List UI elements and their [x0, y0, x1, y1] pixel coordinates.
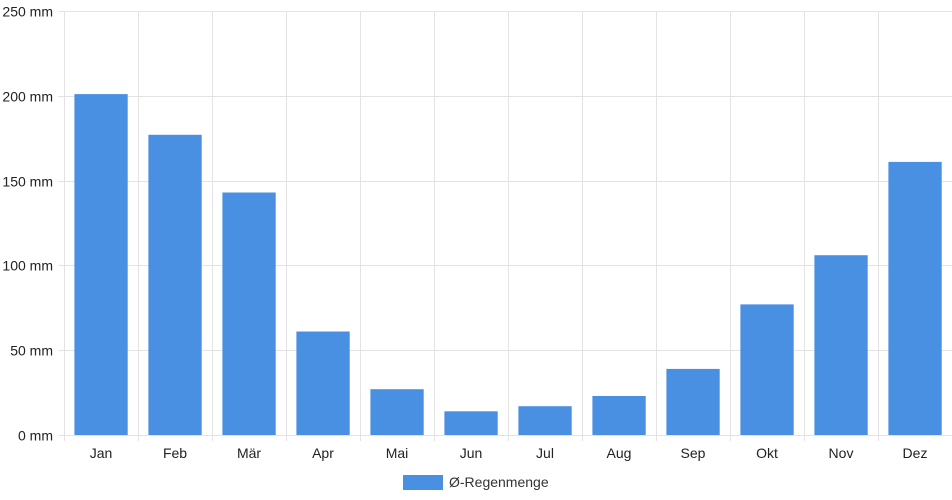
x-tick-label: Dez — [903, 445, 928, 461]
x-tick-label: Okt — [756, 445, 778, 461]
x-tick-label: Nov — [829, 445, 854, 461]
x-tick-label: Mär — [237, 445, 261, 461]
y-tick-label: 100 mm — [2, 258, 53, 274]
bar-jul — [518, 406, 572, 435]
bar-mai — [370, 389, 424, 435]
bar-sep — [666, 368, 720, 435]
bar-dez — [888, 161, 942, 435]
y-tick-label: 150 mm — [2, 174, 53, 190]
y-tick-label: 50 mm — [10, 343, 53, 359]
bar-nov — [814, 255, 868, 435]
x-tick-label: Feb — [163, 445, 187, 461]
y-tick-label: 250 mm — [2, 4, 53, 20]
legend-label: Ø-Regenmenge — [449, 474, 549, 490]
x-tick-label: Mai — [386, 445, 409, 461]
bar-mär — [222, 192, 276, 435]
x-tick-label: Jun — [460, 445, 483, 461]
bar-apr — [296, 331, 350, 435]
legend-swatch — [403, 475, 443, 490]
bar-jun — [444, 411, 498, 435]
y-tick-label: 0 mm — [18, 428, 53, 444]
x-tick-label: Jan — [90, 445, 113, 461]
x-tick-label: Aug — [607, 445, 632, 461]
bar-okt — [740, 304, 794, 435]
x-tick-label: Apr — [312, 445, 334, 461]
x-tick-label: Sep — [681, 445, 706, 461]
bar-aug — [592, 396, 646, 435]
y-tick-label: 200 mm — [2, 89, 53, 105]
bar-jan — [74, 94, 128, 435]
bar-feb — [148, 134, 202, 436]
x-tick-label: Jul — [536, 445, 554, 461]
